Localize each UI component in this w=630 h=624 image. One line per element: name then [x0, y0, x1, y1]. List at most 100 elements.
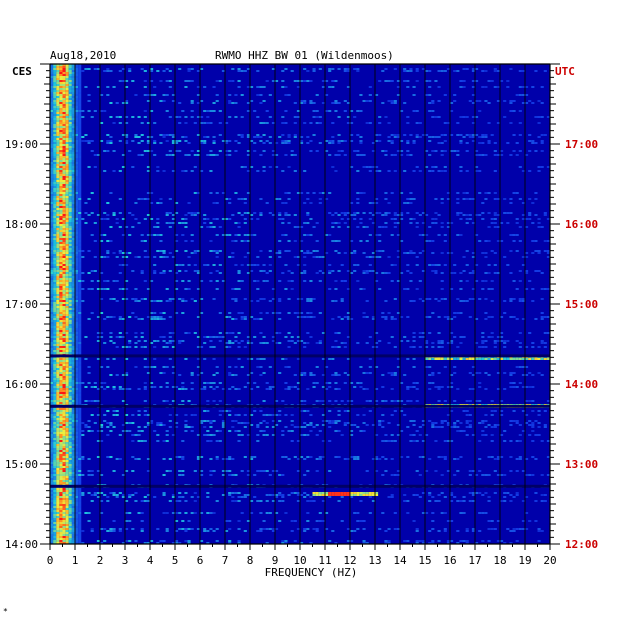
- heatmap-cell: [75, 172, 79, 174]
- heatmap-cell: [237, 440, 241, 442]
- heatmap-cell: [312, 500, 316, 502]
- heatmap-cell: [275, 166, 279, 168]
- heatmap-cell: [62, 376, 66, 378]
- heatmap-cell: [196, 434, 201, 436]
- heatmap-cell: [50, 274, 54, 276]
- heatmap-cell: [50, 402, 54, 404]
- heatmap-cell: [390, 374, 394, 376]
- heatmap-cell: [50, 226, 54, 228]
- heatmap-cell: [62, 344, 66, 346]
- heatmap-cell: [365, 388, 369, 390]
- heatmap-cell: [228, 374, 232, 376]
- heatmap-cell: [365, 256, 369, 258]
- heatmap-cell: [243, 166, 247, 168]
- heatmap-cell: [437, 340, 441, 342]
- heatmap-cell: [196, 458, 201, 460]
- heatmap-cell: [362, 192, 366, 194]
- heatmap-cell: [53, 536, 57, 538]
- heatmap-cell: [59, 498, 63, 500]
- heatmap-cell: [81, 542, 85, 544]
- heatmap-cell: [84, 426, 88, 428]
- heatmap-cell: [146, 372, 151, 374]
- heatmap-cell: [56, 158, 60, 160]
- heatmap-cell: [518, 366, 522, 368]
- heatmap-cell: [59, 494, 63, 496]
- heatmap-cell: [515, 192, 519, 194]
- heatmap-cell: [59, 194, 63, 196]
- heatmap-cell: [337, 456, 341, 458]
- heatmap-cell: [62, 310, 66, 312]
- heatmap-cell: [231, 492, 235, 494]
- heatmap-cell: [65, 360, 69, 362]
- heatmap-cell: [68, 172, 72, 174]
- heatmap-cell: [62, 494, 66, 496]
- heatmap-cell: [537, 414, 541, 416]
- heatmap-cell: [431, 218, 435, 220]
- heatmap-cell: [212, 202, 216, 204]
- heatmap-cell: [65, 456, 69, 458]
- heatmap-cell: [525, 270, 529, 272]
- heatmap-cell: [65, 474, 69, 476]
- heatmap-cell: [337, 430, 341, 432]
- heatmap-cell: [96, 288, 101, 290]
- heatmap-cell: [56, 516, 60, 518]
- heatmap-cell: [50, 478, 54, 480]
- heatmap-cell: [71, 418, 76, 420]
- heatmap-cell: [78, 338, 82, 340]
- heatmap-cell: [50, 272, 54, 274]
- heatmap-cell: [493, 218, 497, 220]
- heatmap-cell: [271, 336, 276, 338]
- heatmap-cell: [165, 342, 169, 344]
- heatmap-cell: [181, 312, 185, 314]
- heatmap-cell: [59, 280, 63, 282]
- heatmap-cell: [346, 374, 351, 376]
- heatmap-cell: [75, 312, 79, 314]
- heatmap-cell: [353, 218, 357, 220]
- heatmap-cell: [56, 460, 60, 462]
- heatmap-cell: [65, 280, 69, 282]
- heatmap-cell: [453, 336, 457, 338]
- heatmap-cell: [362, 422, 366, 424]
- heatmap-cell: [209, 250, 213, 252]
- heatmap-cell: [475, 170, 479, 172]
- heatmap-cell: [428, 332, 432, 334]
- heatmap-cell: [68, 336, 72, 338]
- heatmap-cell: [125, 298, 129, 300]
- heatmap-cell: [62, 198, 66, 200]
- heatmap-cell: [71, 336, 76, 338]
- heatmap-cell: [465, 542, 469, 544]
- heatmap-cell: [78, 336, 82, 338]
- heatmap-cell: [50, 160, 54, 162]
- heatmap-cell: [50, 342, 54, 344]
- heatmap-cell: [112, 298, 116, 300]
- heatmap-cell: [62, 204, 66, 206]
- heatmap-cell: [396, 234, 401, 236]
- heatmap-cell: [490, 456, 494, 458]
- heatmap-cell: [56, 174, 60, 176]
- heatmap-cell: [71, 314, 76, 316]
- heatmap-cell: [181, 170, 185, 172]
- heatmap-cell: [225, 470, 229, 472]
- heatmap-cell: [518, 280, 522, 282]
- heatmap-cell: [287, 346, 291, 348]
- heatmap-cell: [56, 502, 60, 504]
- heatmap-cell: [221, 424, 226, 426]
- heatmap-cell: [356, 170, 360, 172]
- heatmap-cell: [96, 414, 101, 416]
- heatmap-cell: [59, 284, 63, 286]
- heatmap-cell: [162, 372, 166, 374]
- heatmap-cell: [156, 226, 160, 228]
- heatmap-cell: [306, 470, 310, 472]
- heatmap-cell: [71, 358, 76, 360]
- heatmap-cell: [68, 418, 72, 420]
- heatmap-cell: [53, 432, 57, 434]
- heatmap-cell: [437, 300, 441, 302]
- heatmap-cell: [65, 318, 69, 320]
- heatmap-cell: [450, 342, 454, 344]
- heatmap-cell: [443, 366, 447, 368]
- heatmap-cell: [387, 528, 391, 530]
- heatmap-cell: [65, 258, 69, 260]
- heatmap-cell: [162, 366, 166, 368]
- heatmap-cell: [468, 500, 472, 502]
- heatmap-cell: [265, 470, 269, 472]
